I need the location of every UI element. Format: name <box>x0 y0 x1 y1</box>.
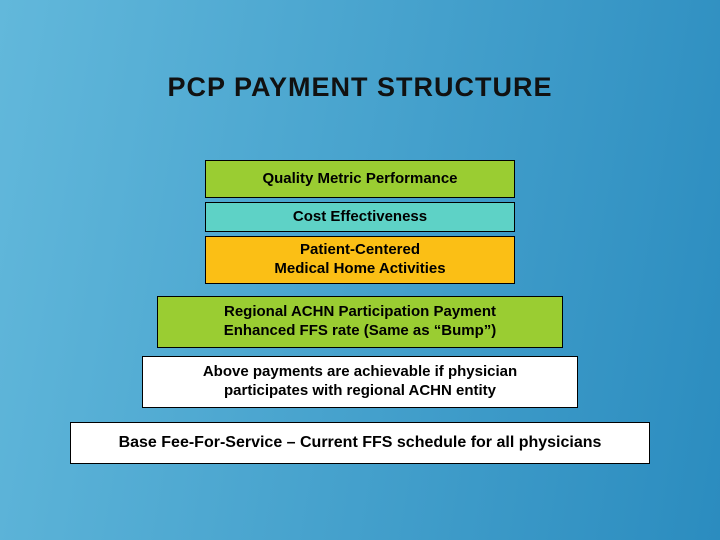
tier-base: Base Fee-For-Service – Current FFS sched… <box>70 422 650 464</box>
tier-above-line: participates with regional ACHN entity <box>224 382 496 401</box>
tier-regional-line: Enhanced FFS rate (Same as “Bump”) <box>224 322 497 341</box>
slide: PCP PAYMENT STRUCTURE Quality Metric Per… <box>0 0 720 540</box>
tier-base-line: Base Fee-For-Service – Current FFS sched… <box>119 433 602 453</box>
tier-regional-line: Regional ACHN Participation Payment <box>224 303 496 322</box>
tier-cost: Cost Effectiveness <box>205 202 515 232</box>
tier-cost-line: Cost Effectiveness <box>293 208 427 227</box>
tier-pcmh: Patient-CenteredMedical Home Activities <box>205 236 515 284</box>
tier-pcmh-line: Medical Home Activities <box>274 260 445 279</box>
tier-above: Above payments are achievable if physici… <box>142 356 578 408</box>
tier-quality-line: Quality Metric Performance <box>262 170 457 189</box>
tier-regional: Regional ACHN Participation PaymentEnhan… <box>157 296 563 348</box>
tier-quality: Quality Metric Performance <box>205 160 515 198</box>
tier-above-line: Above payments are achievable if physici… <box>203 363 517 382</box>
tier-stack: Quality Metric Performance Cost Effective… <box>0 160 720 464</box>
tier-pcmh-line: Patient-Centered <box>300 241 420 260</box>
page-title: PCP PAYMENT STRUCTURE <box>0 0 720 103</box>
